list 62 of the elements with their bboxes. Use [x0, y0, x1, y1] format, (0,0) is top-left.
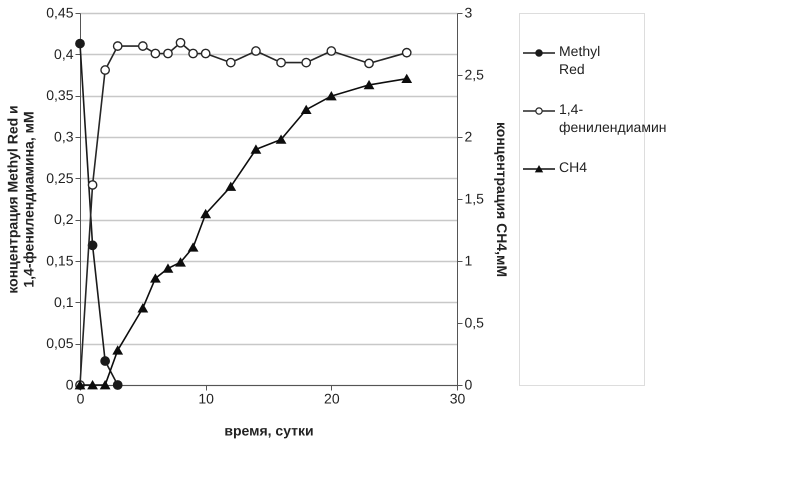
y-tick-label: 0 — [66, 376, 74, 392]
point — [301, 105, 312, 114]
point — [200, 210, 211, 218]
point — [301, 58, 312, 68]
point — [88, 180, 98, 190]
point — [138, 41, 148, 51]
y2-tick-label: 0,5 — [464, 314, 484, 330]
x-tick-label: 20 — [324, 390, 340, 406]
point — [226, 182, 236, 191]
y2-tick-label: 2 — [464, 128, 472, 144]
x-tick-label: 30 — [450, 390, 466, 406]
point — [326, 46, 336, 56]
point — [200, 48, 211, 58]
y2-tick-label: 0 — [464, 376, 472, 392]
point — [364, 80, 374, 90]
legend-label: CH4 — [559, 159, 588, 175]
y2-tick-label: 1 — [464, 252, 472, 268]
point — [276, 135, 286, 144]
point — [402, 48, 412, 58]
point — [112, 41, 123, 51]
legend-label: Methyl Red — [559, 43, 600, 77]
point — [163, 48, 173, 58]
point — [100, 380, 110, 390]
point — [251, 145, 261, 154]
point — [88, 380, 98, 390]
y-tick-label: 0,45 — [46, 4, 74, 20]
legend-label: 1,4-фенилендиамин — [559, 101, 666, 135]
point — [364, 58, 374, 68]
point — [112, 346, 123, 355]
x-tick-label: 10 — [198, 390, 214, 406]
point — [138, 304, 148, 312]
y-axis-title: концентрация Methyl Red и 1,4-фенилендиамина, мМ — [4, 105, 36, 294]
y2-tick-label: 1,5 — [464, 190, 484, 206]
point — [176, 258, 186, 267]
y-tick-label: 0,4 — [54, 46, 74, 62]
point — [112, 380, 123, 390]
point — [75, 38, 85, 48]
y-tick-label: 0,05 — [46, 335, 74, 352]
y2-tick-label: 2,5 — [464, 66, 484, 82]
point — [150, 48, 160, 58]
point — [251, 46, 261, 56]
y-tick-label: 0,35 — [46, 87, 74, 104]
y-tick-label: 0,2 — [54, 211, 74, 228]
point — [188, 48, 198, 58]
point — [226, 58, 236, 68]
point — [100, 356, 110, 366]
point — [163, 264, 173, 273]
y-tick-label: 0,3 — [54, 128, 74, 144]
y-tick-label: 0,25 — [46, 170, 74, 186]
point — [276, 58, 286, 68]
y2-tick-label: 3 — [464, 4, 472, 20]
point — [100, 65, 110, 75]
x-axis-title: время, сутки — [224, 422, 314, 438]
y2-axis-title: концентрация CH4,мМ — [494, 122, 510, 278]
x-tick-label: 0 — [76, 390, 85, 406]
y-tick-label: 0,1 — [54, 294, 74, 310]
point — [402, 74, 412, 84]
y-tick-label: 0,15 — [46, 252, 74, 268]
point — [326, 92, 336, 100]
point — [176, 38, 186, 48]
point — [150, 274, 160, 283]
point — [188, 243, 198, 252]
